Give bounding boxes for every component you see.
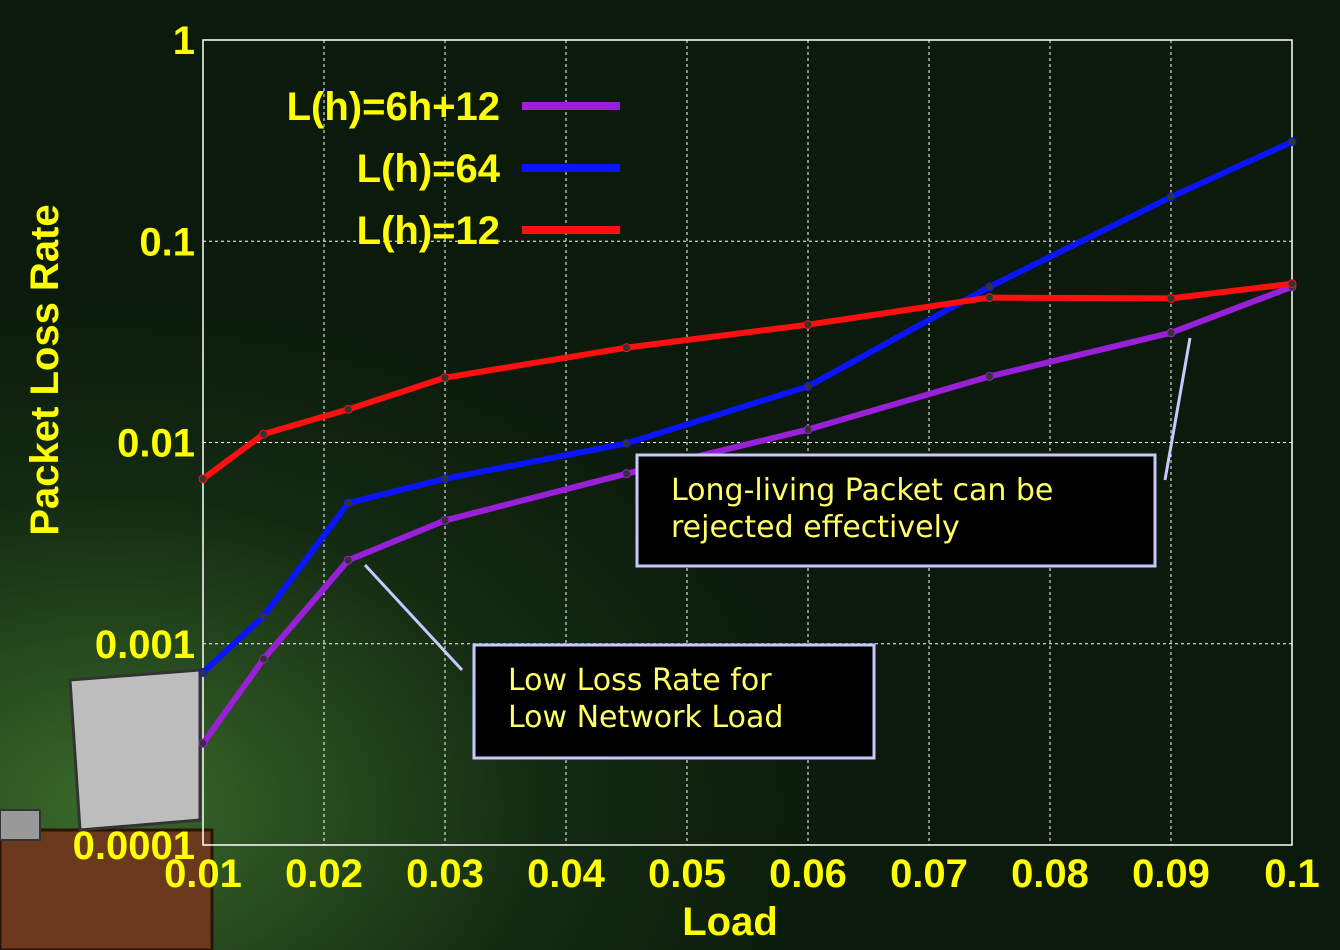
x-axis-label: Load (682, 900, 778, 944)
data-point (344, 499, 352, 507)
annotation-text: Long-living Packet can be (671, 473, 1053, 508)
x-tick-label: 0.08 (1011, 852, 1089, 896)
data-point (1167, 329, 1175, 337)
y-axis-label: Packet Loss Rate (23, 204, 67, 535)
x-tick-label: 0.01 (164, 852, 242, 896)
data-point (441, 516, 449, 524)
data-point (441, 475, 449, 483)
x-tick-label: 0.04 (527, 852, 606, 896)
x-tick-label: 0.06 (769, 852, 847, 896)
data-point (986, 294, 994, 302)
data-point (804, 321, 812, 329)
y-tick-label: 0.01 (117, 422, 195, 466)
legend-label: L(h)=64 (357, 147, 501, 191)
y-tick-label: 1 (173, 19, 195, 63)
data-point (1167, 193, 1175, 201)
annotation-text: Low Network Load (508, 700, 783, 735)
chart: Load Packet Loss Rate 0.00010.0010.010.1… (0, 0, 1340, 950)
data-point (344, 556, 352, 564)
data-point (260, 612, 268, 620)
x-tick-label: 0.09 (1132, 852, 1210, 896)
x-tick-label: 0.07 (890, 852, 968, 896)
data-point (199, 668, 207, 676)
data-point (804, 382, 812, 390)
legend-label: L(h)=6h+12 (287, 85, 500, 129)
x-tick-label: 0.03 (406, 852, 484, 896)
x-tick-label: 0.05 (648, 852, 726, 896)
data-point (344, 405, 352, 413)
data-point (986, 372, 994, 380)
y-tick-label: 0.1 (139, 220, 195, 264)
y-tick-label: 0.001 (95, 623, 195, 667)
annotation-text: rejected effectively (671, 510, 960, 545)
data-point (199, 475, 207, 483)
x-tick-label: 0.02 (285, 852, 363, 896)
data-point (441, 374, 449, 382)
legend-label: L(h)=12 (357, 209, 500, 253)
data-point (623, 344, 631, 352)
data-point (804, 426, 812, 434)
annotation-text: Low Loss Rate for (508, 663, 772, 698)
data-point (986, 283, 994, 291)
data-point (260, 430, 268, 438)
data-point (1167, 294, 1175, 302)
data-point (1288, 280, 1296, 288)
x-tick-label: 0.1 (1264, 852, 1320, 896)
data-point (199, 739, 207, 747)
data-point (260, 655, 268, 663)
data-point (623, 470, 631, 478)
data-point (623, 439, 631, 447)
data-point (1288, 138, 1296, 146)
